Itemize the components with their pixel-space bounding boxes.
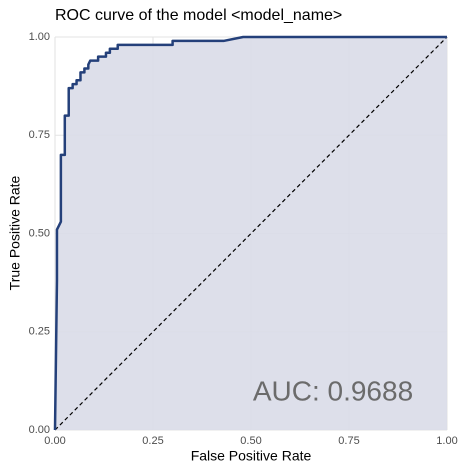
y-tick-label: 0.00 [29, 424, 50, 436]
x-tick-label: 1.00 [436, 435, 457, 447]
x-tick-label: 0.25 [142, 435, 163, 447]
y-tick-label: 0.25 [29, 326, 50, 338]
x-tick-label: 0.00 [44, 435, 65, 447]
annotation: AUC: 0.9688 [253, 375, 413, 406]
roc-line [53, 35, 447, 431]
y-tick-label: 0.75 [29, 129, 50, 141]
diagonal [54, 36, 448, 431]
y-tick-label: 1.00 [29, 31, 50, 43]
x-axis-title: False Positive Rate [191, 448, 312, 464]
x-tick-label: 0.75 [338, 435, 359, 447]
x-tick-label: 0.50 [240, 435, 261, 447]
chart-title: ROC curve of the model <model_name> [55, 7, 342, 24]
y-tick-label: 0.50 [29, 227, 50, 239]
y-axis-title: True Positive Rate [7, 175, 23, 290]
